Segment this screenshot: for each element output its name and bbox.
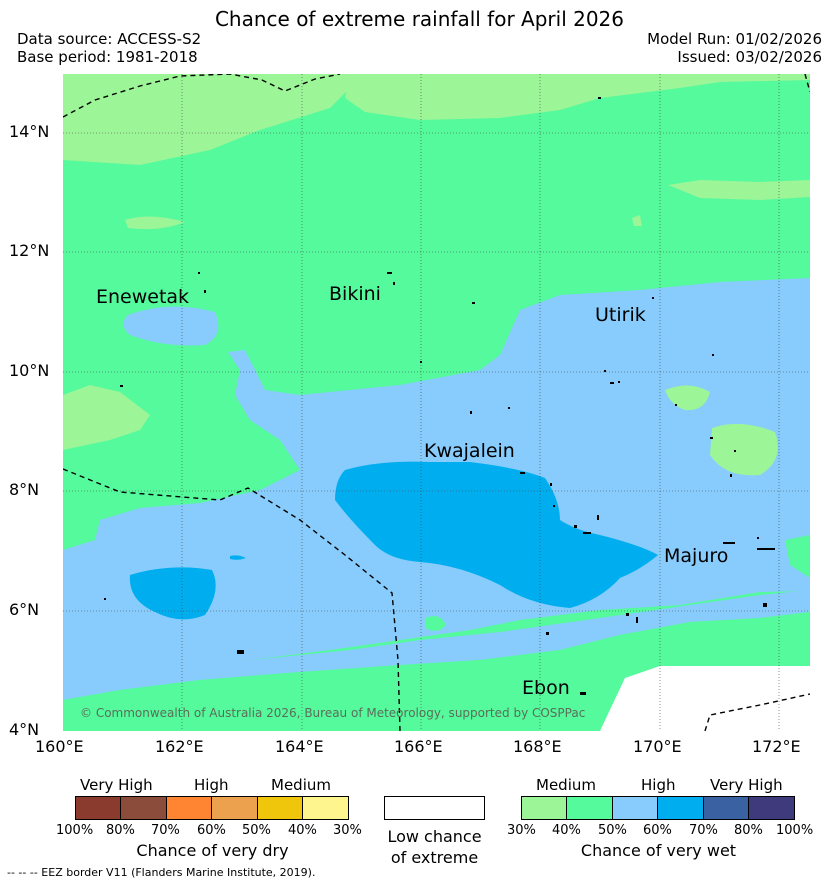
data-source-label: Data source: ACCESS-S2	[17, 30, 202, 48]
dry-swatch	[166, 796, 212, 820]
wet-medium-green-band-south	[63, 612, 810, 731]
lon-label: 164°E	[275, 737, 324, 756]
dry-swatch	[75, 796, 121, 820]
model-run-label: Model Run: 01/02/2026	[647, 30, 822, 48]
wet-tick: 40%	[552, 823, 581, 838]
lat-label: 6°N	[9, 600, 40, 619]
lat-label: 8°N	[9, 480, 40, 499]
place-label-enewetak: Enewetak	[96, 286, 190, 308]
wet-high-dark-blue-patch	[129, 567, 216, 620]
low-swatch	[384, 796, 485, 820]
lon-label: 172°E	[752, 737, 801, 756]
eez-border	[63, 74, 810, 731]
lat-label: 10°N	[9, 361, 50, 380]
wet-medium-patch	[425, 616, 446, 631]
dry-tick: 30%	[333, 823, 362, 838]
wet-tick: 30%	[507, 823, 536, 838]
wet-light-zone-north	[63, 74, 810, 120]
dry-tick: 70%	[151, 823, 180, 838]
place-label-bikini: Bikini	[329, 283, 381, 305]
wet-swatch	[521, 796, 567, 820]
dry-tick: 80%	[106, 823, 135, 838]
dry-colorbar	[75, 796, 349, 820]
lat-label: 4°N	[9, 720, 40, 739]
lon-label: 166°E	[394, 737, 443, 756]
wet-medium-patch	[785, 535, 810, 578]
copyright-notice: © Commonwealth of Australia 2026, Bureau…	[80, 706, 586, 720]
atoll-markers	[104, 97, 775, 695]
wet-swatch	[612, 796, 658, 820]
wet-light-patch	[125, 216, 185, 230]
wet-light-patch	[632, 215, 642, 226]
page-title: Chance of extreme rainfall for April 202…	[214, 7, 625, 31]
dry-swatch	[211, 796, 258, 820]
wet-high-light-blue-band	[63, 590, 810, 700]
dry-legend-title: Chance of very dry	[136, 841, 289, 860]
place-label-majuro: Majuro	[664, 545, 729, 567]
lon-label: 168°E	[513, 737, 562, 756]
place-label-kwajalein: Kwajalein	[424, 440, 515, 462]
place-label-utirik: Utirik	[595, 304, 646, 326]
wet-light-zone-east	[668, 180, 810, 200]
lon-label: 170°E	[633, 737, 682, 756]
wet-colorbar	[521, 796, 795, 820]
low-chance-swatch	[384, 796, 485, 820]
low-chance-label-line2: of extreme	[390, 848, 479, 867]
wet-swatch	[566, 796, 613, 820]
wet-high-patch	[123, 306, 219, 346]
dry-tick: 60%	[197, 823, 226, 838]
wet-tick: 80%	[734, 823, 763, 838]
dry-tick: 40%	[288, 823, 317, 838]
eez-border-note: -- -- -- EEZ border V11 (Flanders Marine…	[7, 866, 316, 879]
dry-tick: 50%	[242, 823, 271, 838]
low-chance-label-line1: Low chance	[387, 827, 482, 846]
dry-swatch	[302, 796, 349, 820]
issued-label: Issued: 03/02/2026	[677, 48, 822, 66]
dry-category-very-high: Very High	[80, 776, 153, 794]
dry-category-medium: Medium	[271, 776, 331, 794]
wet-category-medium: Medium	[536, 776, 596, 794]
wet-swatch	[703, 796, 749, 820]
wet-light-patch	[710, 423, 778, 476]
wet-tick: 100%	[776, 823, 814, 838]
wet-high-dark-blue-patch	[230, 555, 246, 560]
low-chance-white-zone	[600, 666, 810, 731]
wet-swatch	[657, 796, 704, 820]
lon-label: 160°E	[35, 737, 84, 756]
place-label-ebon: Ebon	[522, 677, 570, 699]
wet-light-zone-northwest	[63, 74, 350, 165]
wet-high-dark-blue-zone	[335, 461, 658, 608]
wet-category-high: High	[641, 776, 676, 794]
wet-tick: 70%	[689, 823, 718, 838]
lat-label: 12°N	[9, 241, 50, 260]
wet-tick: 50%	[598, 823, 627, 838]
dry-swatch	[120, 796, 167, 820]
lat-label: 14°N	[9, 122, 50, 141]
base-period-label: Base period: 1981-2018	[17, 48, 198, 66]
wet-tick: 60%	[643, 823, 672, 838]
wet-legend-title: Chance of very wet	[580, 841, 737, 860]
dry-swatch	[257, 796, 303, 820]
dry-tick: 100%	[56, 823, 94, 838]
wet-swatch	[748, 796, 795, 820]
lon-label: 162°E	[155, 737, 204, 756]
dry-category-high: High	[194, 776, 229, 794]
wet-light-zone-west	[63, 385, 150, 450]
wet-category-very-high: Very High	[710, 776, 783, 794]
